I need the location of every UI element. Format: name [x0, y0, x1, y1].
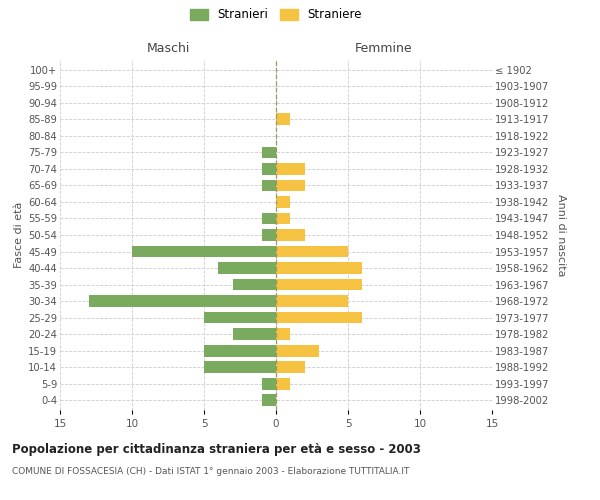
Bar: [204, 344, 276, 356]
Bar: [89, 295, 276, 307]
Bar: [276, 278, 362, 290]
Bar: [276, 180, 305, 192]
Bar: [276, 229, 305, 241]
Bar: [276, 312, 362, 324]
Bar: [276, 328, 290, 340]
Text: Popolazione per cittadinanza straniera per età e sesso - 2003: Popolazione per cittadinanza straniera p…: [12, 442, 421, 456]
Bar: [276, 114, 290, 126]
Bar: [233, 278, 276, 290]
Bar: [218, 262, 276, 274]
Text: COMUNE DI FOSSACESIA (CH) - Dati ISTAT 1° gennaio 2003 - Elaborazione TUTTITALIA: COMUNE DI FOSSACESIA (CH) - Dati ISTAT 1…: [12, 468, 409, 476]
Bar: [262, 212, 276, 224]
Bar: [262, 146, 276, 158]
Text: Femmine: Femmine: [355, 42, 413, 55]
Bar: [204, 361, 276, 373]
Text: Maschi: Maschi: [146, 42, 190, 55]
Bar: [204, 312, 276, 324]
Legend: Stranieri, Straniere: Stranieri, Straniere: [190, 8, 362, 22]
Bar: [262, 229, 276, 241]
Bar: [132, 246, 276, 258]
Bar: [276, 262, 362, 274]
Bar: [262, 378, 276, 390]
Bar: [276, 163, 305, 175]
Bar: [276, 361, 305, 373]
Y-axis label: Fasce di età: Fasce di età: [14, 202, 24, 268]
Bar: [262, 180, 276, 192]
Y-axis label: Anni di nascita: Anni di nascita: [556, 194, 566, 276]
Bar: [276, 295, 348, 307]
Bar: [276, 378, 290, 390]
Bar: [233, 328, 276, 340]
Bar: [276, 344, 319, 356]
Bar: [262, 394, 276, 406]
Bar: [262, 163, 276, 175]
Bar: [276, 212, 290, 224]
Bar: [276, 196, 290, 208]
Bar: [276, 246, 348, 258]
